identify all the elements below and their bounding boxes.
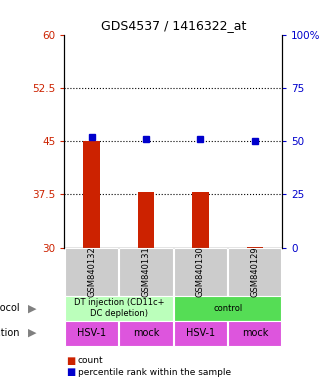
Text: GSM840132: GSM840132 [87, 246, 96, 297]
Text: ▶: ▶ [28, 328, 37, 338]
Bar [138, 192, 154, 248]
Text: GSM840129: GSM840129 [250, 247, 259, 297]
Text: HSV-1: HSV-1 [186, 328, 215, 338]
Text: ■: ■ [66, 367, 75, 377]
Text: ■: ■ [66, 356, 75, 366]
Bar [247, 247, 263, 248]
Text: count: count [78, 356, 103, 366]
Bar [192, 192, 209, 248]
Text: percentile rank within the sample: percentile rank within the sample [78, 368, 231, 377]
Text: HSV-1: HSV-1 [77, 328, 106, 338]
Text: ▶: ▶ [28, 303, 37, 313]
Text: GSM840130: GSM840130 [196, 246, 205, 297]
Text: GSM840131: GSM840131 [142, 246, 150, 297]
Text: protocol: protocol [0, 303, 20, 313]
Text: mock: mock [133, 328, 159, 338]
Bar [83, 141, 100, 248]
Text: control: control [213, 304, 242, 313]
Text: mock: mock [242, 328, 268, 338]
Title: GDS4537 / 1416322_at: GDS4537 / 1416322_at [101, 19, 246, 32]
Text: DT injection (CD11c+
DC depletion): DT injection (CD11c+ DC depletion) [74, 298, 164, 318]
Text: infection: infection [0, 328, 20, 338]
